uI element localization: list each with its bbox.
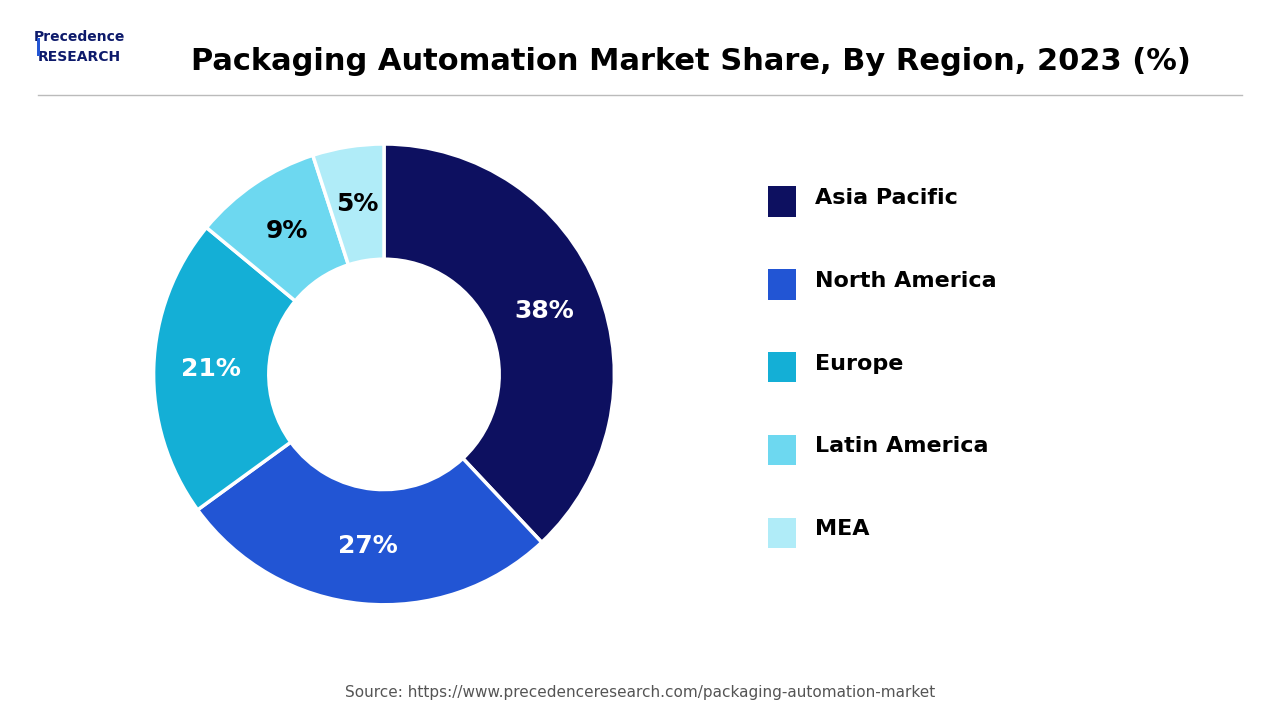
- Text: Precedence
RESEARCH: Precedence RESEARCH: [33, 30, 125, 63]
- Text: Packaging Automation Market Share, By Region, 2023 (%): Packaging Automation Market Share, By Re…: [191, 47, 1192, 76]
- Text: Source: https://www.precedenceresearch.com/packaging-automation-market: Source: https://www.precedenceresearch.c…: [344, 685, 936, 700]
- Text: 27%: 27%: [338, 534, 398, 559]
- Text: North America: North America: [815, 271, 997, 291]
- Wedge shape: [312, 144, 384, 265]
- Wedge shape: [197, 442, 541, 605]
- Text: Europe: Europe: [815, 354, 904, 374]
- Wedge shape: [384, 144, 614, 542]
- Text: 38%: 38%: [515, 299, 575, 323]
- Text: 9%: 9%: [266, 220, 308, 243]
- Text: 5%: 5%: [335, 192, 378, 216]
- Wedge shape: [154, 228, 296, 510]
- Text: MEA: MEA: [815, 519, 870, 539]
- Wedge shape: [206, 156, 348, 301]
- Text: 21%: 21%: [182, 357, 241, 381]
- Text: Latin America: Latin America: [815, 436, 989, 456]
- Text: Asia Pacific: Asia Pacific: [815, 188, 959, 208]
- Text: ❙: ❙: [31, 37, 46, 55]
